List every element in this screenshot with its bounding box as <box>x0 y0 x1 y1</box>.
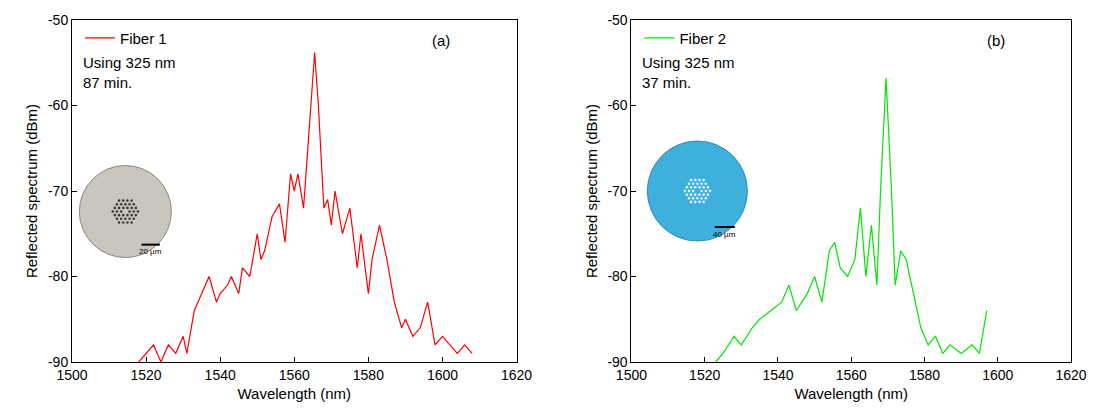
svg-text:Reflected spectrum (dBm): Reflected spectrum (dBm) <box>23 104 40 278</box>
svg-text:1600: 1600 <box>427 367 458 383</box>
svg-text:-60: -60 <box>607 97 627 113</box>
svg-text:Using 325 nm87 min.: Using 325 nm87 min. <box>83 54 176 91</box>
svg-text:Wavelength (nm): Wavelength (nm) <box>237 385 351 402</box>
svg-text:Fiber 1: Fiber 1 <box>120 30 167 47</box>
svg-text:-50: -50 <box>48 12 68 28</box>
svg-text:1560: 1560 <box>836 367 867 383</box>
svg-text:20 µm: 20 µm <box>139 247 162 256</box>
svg-text:1620: 1620 <box>501 367 532 383</box>
svg-text:1540: 1540 <box>762 367 793 383</box>
svg-text:-90: -90 <box>48 354 68 370</box>
svg-text:-70: -70 <box>48 183 68 199</box>
svg-text:-80: -80 <box>607 268 627 284</box>
svg-text:1520: 1520 <box>131 367 162 383</box>
svg-text:1580: 1580 <box>909 367 940 383</box>
svg-text:1500: 1500 <box>616 367 647 383</box>
svg-text:-70: -70 <box>607 183 627 199</box>
svg-text:1540: 1540 <box>205 367 236 383</box>
svg-text:1580: 1580 <box>353 367 384 383</box>
svg-text:Wavelength (nm): Wavelength (nm) <box>794 385 908 402</box>
svg-text:-50: -50 <box>607 12 627 28</box>
svg-text:1620: 1620 <box>1055 367 1086 383</box>
svg-text:(b): (b) <box>987 32 1005 49</box>
svg-text:1500: 1500 <box>56 367 87 383</box>
svg-text:-60: -60 <box>48 97 68 113</box>
svg-text:-80: -80 <box>48 268 68 284</box>
svg-text:Using 325 nm37 min.: Using 325 nm37 min. <box>642 54 735 91</box>
svg-text:40 µm: 40 µm <box>713 230 736 239</box>
svg-text:-90: -90 <box>607 354 627 370</box>
svg-text:1600: 1600 <box>982 367 1013 383</box>
svg-text:Fiber 2: Fiber 2 <box>679 30 726 47</box>
svg-text:1560: 1560 <box>279 367 310 383</box>
svg-text:Reflected spectrum (dBm): Reflected spectrum (dBm) <box>583 104 600 278</box>
svg-text:(a): (a) <box>432 32 450 49</box>
svg-text:1520: 1520 <box>689 367 720 383</box>
